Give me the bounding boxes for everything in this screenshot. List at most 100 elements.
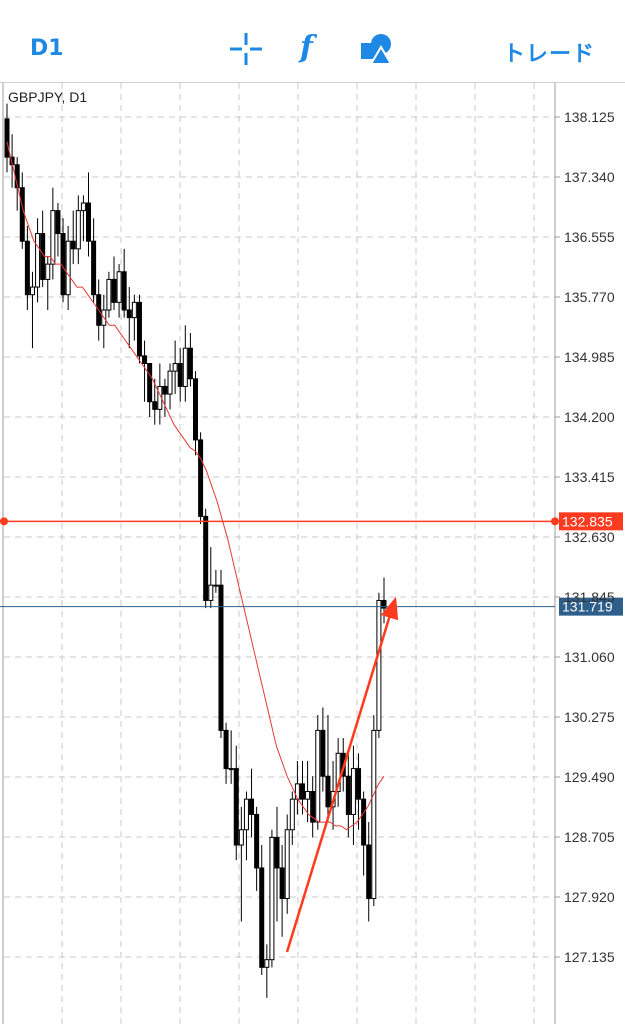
candle-bear [19,187,25,242]
y-tick-label: 127.135 [564,949,615,965]
candle-bear [279,867,285,900]
candle-bull [289,798,295,831]
candle-bear [325,775,331,808]
candle-bull [213,584,219,587]
y-tick-label: 134.200 [564,409,615,425]
y-tick-label: 131.060 [564,649,615,665]
toolbar: D1 f トレード [0,0,625,83]
candle-bear [147,362,153,403]
price-axis: 138.125 137.340 136.555 135.770 134.985 134.2… [555,109,615,965]
candle-bull [305,791,311,800]
y-tick-label: 131.845 [564,589,615,605]
y-tick-label: 129.490 [564,769,615,785]
trend-arrow [285,596,399,953]
candle-bull [243,798,249,831]
candle-bear [40,233,46,280]
candle-bull [131,301,137,319]
candle-bull [264,959,270,968]
candle-bear [223,729,229,770]
candle-bear [233,768,239,846]
candle-bear [259,867,265,968]
candlesticks [4,103,387,998]
symbol-label: GBPJPY, D1 [8,89,87,105]
candle-bull [208,584,214,601]
timeframe-button[interactable]: D1 [30,36,64,61]
y-tick-label: 132.630 [564,529,615,545]
candle-bear [24,240,30,296]
candle-bull [350,768,356,815]
y-tick-label: 127.920 [564,889,615,905]
candle-bull [75,210,81,250]
candle-bear [111,278,117,303]
candle-bear [142,355,148,364]
candle-bull [228,768,234,771]
candle-bear [193,378,198,441]
horizontal-line-group: 132.835 [0,512,623,531]
bid-price-tag [559,597,623,616]
candle-bear [345,775,351,815]
candle-bear [55,210,61,235]
candle-bull [284,829,290,900]
shapes-icon[interactable] [360,33,394,70]
candle-bear [381,599,387,609]
y-tick-label: 134.985 [564,349,615,365]
hline-handle-right [551,517,559,526]
y-tick-label: 135.770 [564,289,615,305]
candle-bear [162,385,168,395]
candle-bull [182,347,188,387]
function-icon[interactable]: f [300,30,313,65]
candle-bull [50,210,56,265]
candle-bull [106,278,112,311]
candle-bear [121,271,127,311]
candle-bull [167,370,173,395]
y-tick-label: 137.340 [564,169,615,185]
candle-bear [187,347,193,380]
y-tick-label: 133.415 [564,469,615,485]
candle-bear [126,309,132,319]
candle-bull [376,599,382,731]
candle-bear [218,584,224,731]
candle-bear [136,301,142,357]
candle-bear [70,240,76,250]
candle-bear [320,729,326,777]
candle-bull [65,240,71,296]
candle-bull [294,783,300,800]
candle-bull [45,263,51,280]
candle-bear [60,233,66,296]
candle-bear [366,844,372,900]
candle-bear [274,836,280,869]
candle-bear [91,240,97,296]
moving-average-line [6,141,385,831]
candle-bear [249,798,255,815]
candle-bull [80,202,86,212]
y-tick-label: 130.275 [564,709,615,725]
crosshair-icon[interactable] [229,32,263,71]
candle-bear [310,791,316,823]
candle-bull [172,362,178,372]
chart-grid [4,83,555,1024]
candle-bear [254,813,260,869]
candle-bull [29,286,35,296]
hline-handle-left [0,517,8,526]
bid-line-group: 131.719 [0,597,623,616]
candle-bear [177,362,183,387]
hline-price-tag [559,512,623,531]
candle-bull [371,729,377,900]
candle-bull [315,729,321,823]
candle-bear [198,439,204,517]
candle-bear [86,202,92,242]
price-chart[interactable]: 132.835 131.719 138.125 137.340 136.555 135… [0,83,625,1024]
candle-bear [299,783,305,800]
candle-bear [356,768,362,800]
trade-button[interactable]: トレード [502,42,595,67]
candle-bull [269,836,275,961]
candle-bull [335,752,341,793]
y-tick-label: 138.125 [564,109,615,125]
candle-bull [238,829,244,846]
y-tick-label: 128.705 [564,829,615,845]
candle-bull [116,271,122,303]
arrow-shaft [285,608,394,953]
arrow-head [380,596,399,621]
y-tick-label: 136.555 [564,229,615,245]
hline-price-label: 132.835 [562,513,613,529]
